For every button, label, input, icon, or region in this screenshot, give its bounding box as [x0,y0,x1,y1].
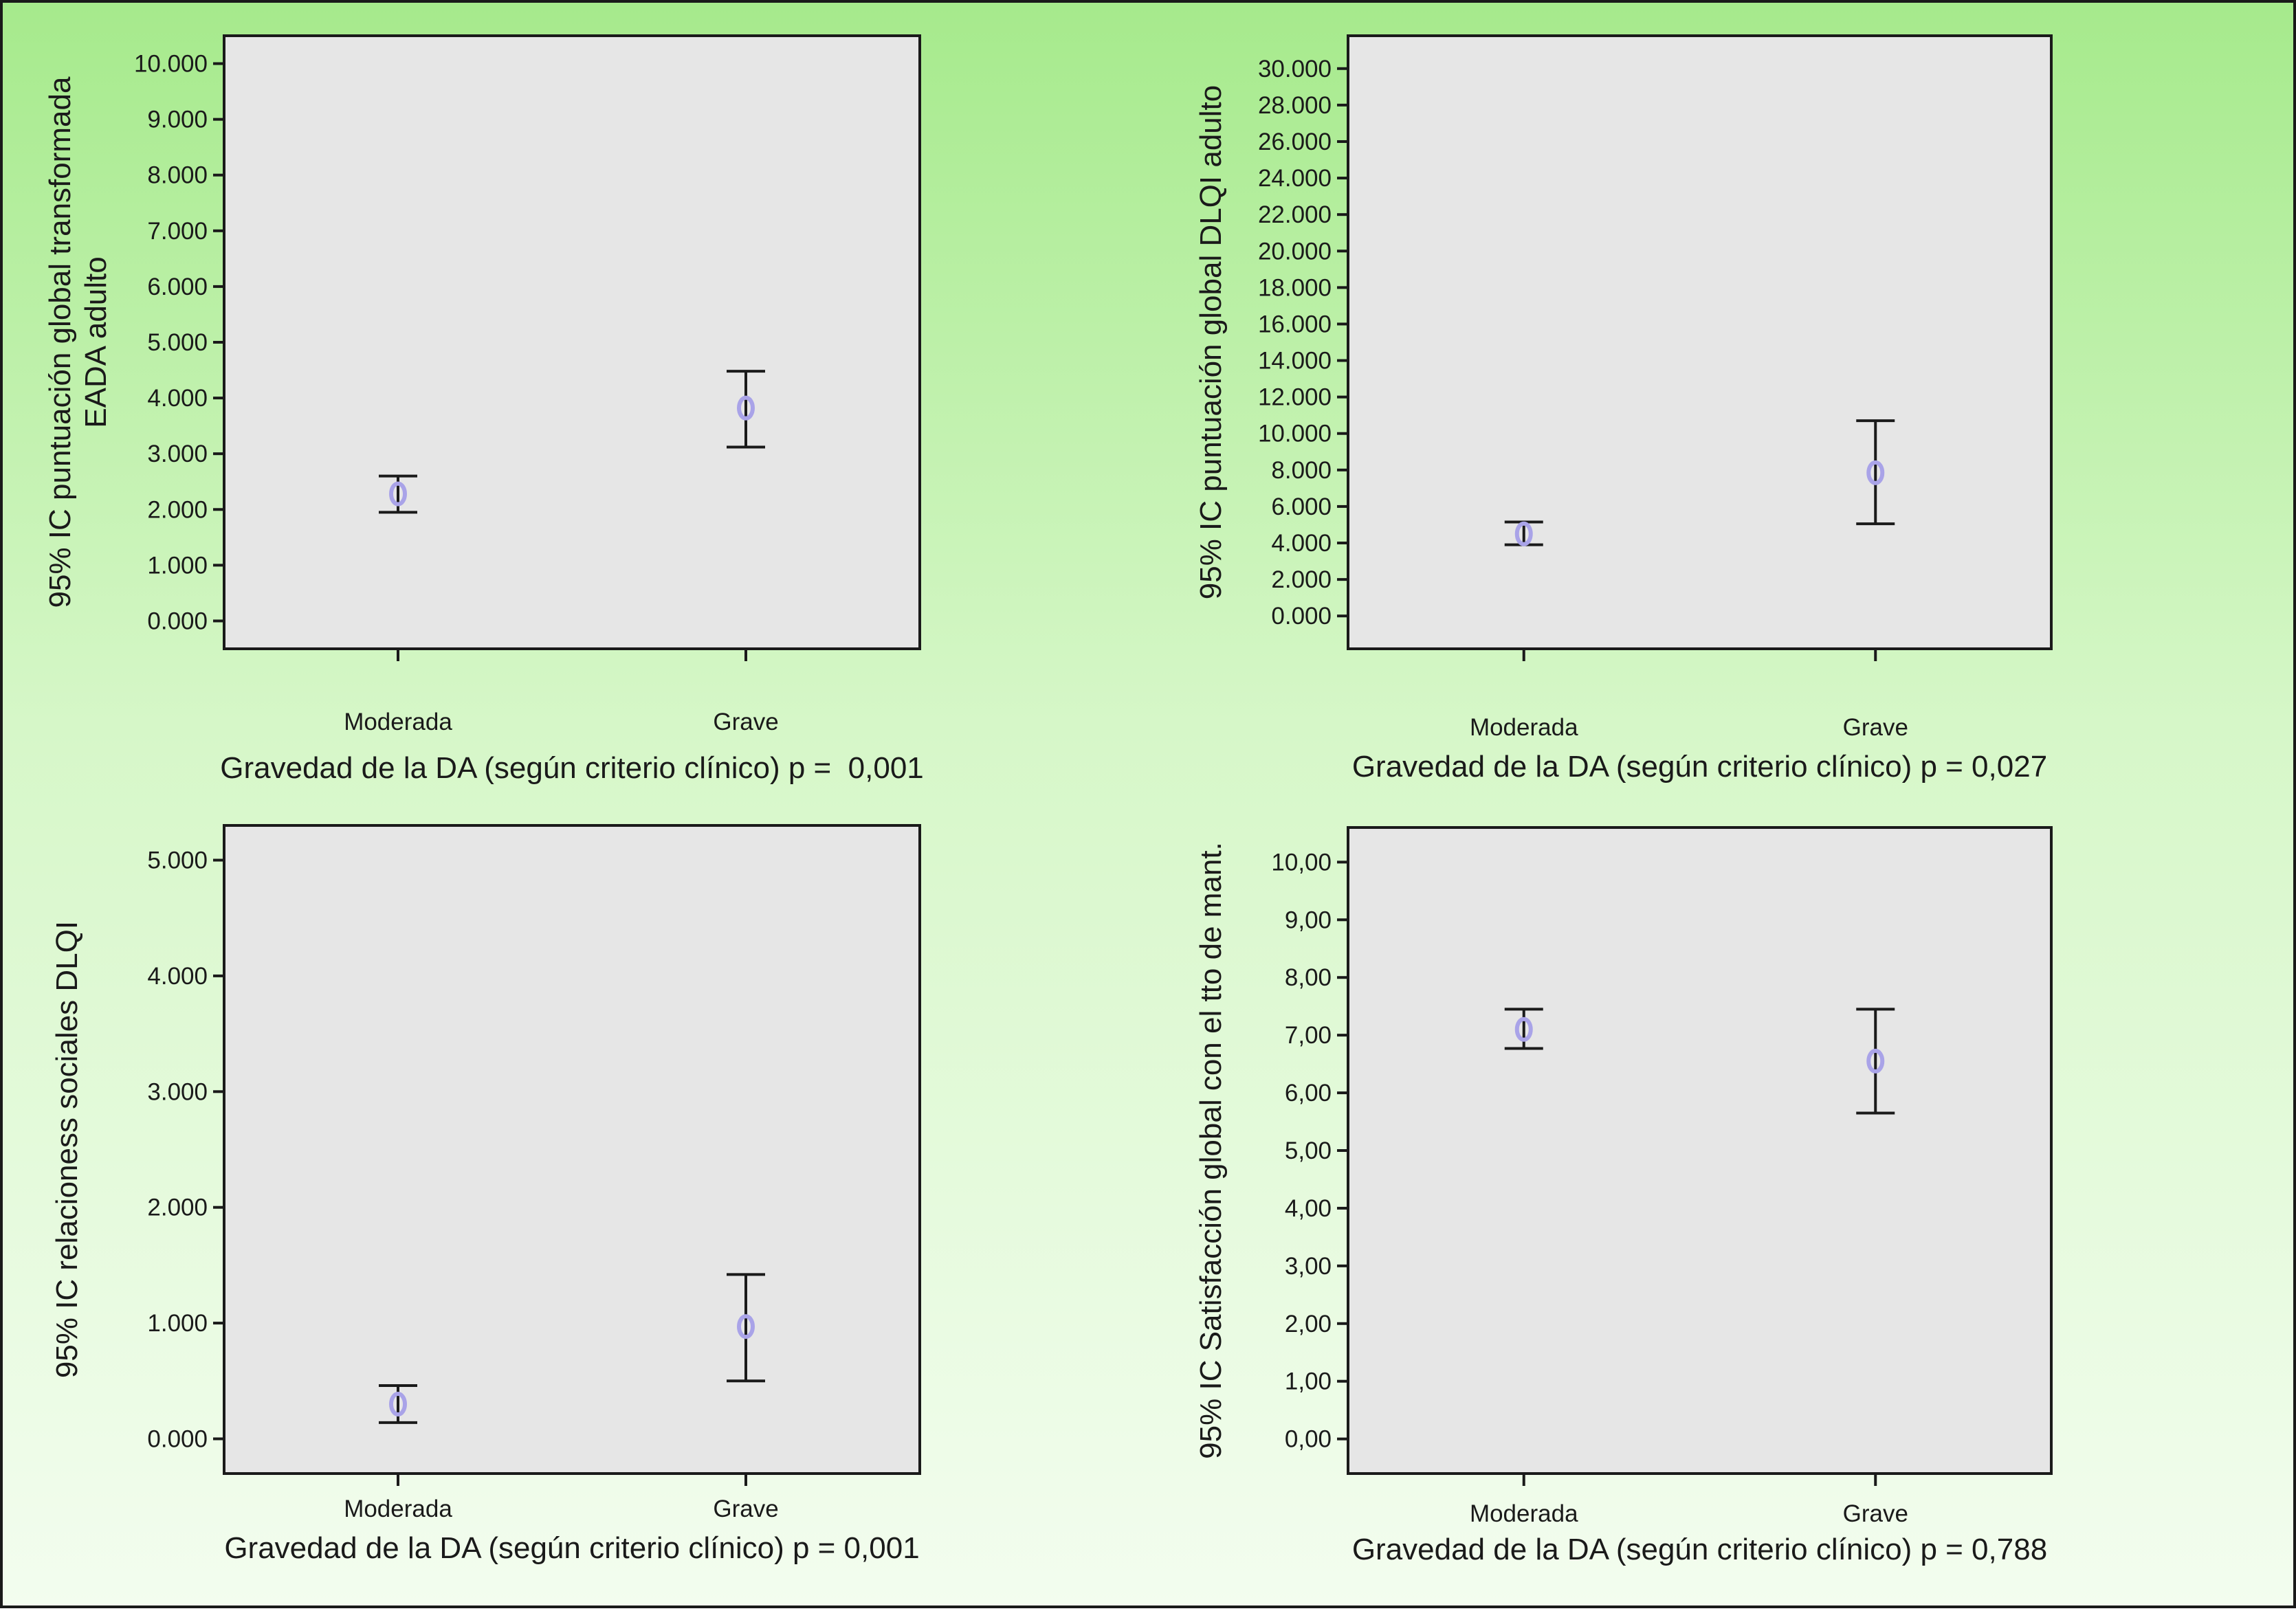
y-tick-label: 12.000 [1258,384,1332,411]
y-tick-label: 6.000 [1271,493,1332,520]
y-tick-label: 18.000 [1258,274,1332,301]
x-axis-title: Gravedad de la DA (según criterio clínic… [1352,750,2047,784]
y-tick-label: 2.000 [1271,566,1332,593]
x-axis-title: Gravedad de la DA (según criterio clínic… [1352,1533,2047,1566]
error-bar [1856,1008,1895,1115]
category-label: Moderada [1470,714,1578,741]
mean-marker [1514,521,1533,546]
y-tick-label: 22.000 [1258,201,1332,228]
y-tick-label: 20.000 [1258,238,1332,265]
error-bar [1504,520,1543,546]
y-axis-title-line: 95% IC relacioness sociales DLQI [50,921,84,1378]
category-label: Grave [1843,1500,1908,1527]
y-tick-label: 2.000 [147,1195,208,1221]
y-tick-label: 3,00 [1285,1253,1332,1280]
plot-area [223,824,921,1475]
mean-marker [389,1391,407,1416]
y-axis-title-line: EADA adulto [79,256,113,428]
y-tick-label: 7,00 [1285,1022,1332,1049]
y-tick-label: 1.000 [147,1310,208,1337]
category-label: Grave [713,1496,778,1522]
y-tick-label: 30.000 [1258,56,1332,82]
error-bar [1504,1008,1543,1050]
plot-area [1347,826,2053,1475]
y-tick-label: 5,00 [1285,1137,1332,1164]
y-tick-label: 3.000 [147,441,208,467]
error-bar [379,474,417,514]
category-label: Grave [1843,714,1908,741]
x-axis-title: Gravedad de la DA (según criterio clínic… [224,1531,919,1565]
y-axis-title-line: 95% IC Satisfacción global con el tto de… [1194,842,1228,1459]
y-tick-label: 1.000 [147,552,208,579]
y-tick-label: 5.000 [147,847,208,874]
y-tick-label: 2,00 [1285,1311,1332,1337]
y-tick-label: 10,00 [1271,849,1332,876]
y-tick-label: 0.000 [1271,603,1332,630]
y-tick-label: 6,00 [1285,1080,1332,1107]
error-bar [1856,419,1895,526]
plot-area [223,34,921,650]
y-tick-label: 8,00 [1285,964,1332,991]
y-tick-label: 10.000 [1258,421,1332,447]
y-tick-label: 16.000 [1258,311,1332,337]
y-tick-label: 4.000 [147,385,208,412]
chart-satisfaccion-global: 0,00 1,00 2,00 3,00 4,00 5,00 6,00 7,00 8,00 9,00… [1194,826,2053,1566]
chart-dlqi-global: 0.000 2.000 4.000 6.000 8.000 10.000 12.000 14.… [1194,34,2053,784]
y-tick-label: 14.000 [1258,348,1332,375]
mean-marker [737,395,755,421]
mean-marker [389,481,407,507]
y-axis-title-line: 95% IC puntuación global transformada [43,76,77,608]
y-axis-title: 95% IC puntuación global transformadaEAD… [43,76,113,608]
y-tick-label: 6.000 [147,274,208,300]
plot-area [1347,34,2053,650]
mean-marker [1866,1048,1885,1074]
y-axis-title: 95% IC puntuación global DLQI adulto [1194,85,1228,600]
y-tick-label: 8.000 [147,162,208,189]
y-axis-title: 95% IC Satisfacción global con el tto de… [1194,842,1228,1459]
y-tick-label: 2.000 [147,496,208,523]
y-tick-label: 4,00 [1285,1195,1332,1222]
y-tick-label: 0.000 [147,1425,208,1452]
category-label: Moderada [344,1496,452,1522]
category-label: Moderada [344,709,452,735]
category-label: Grave [713,709,778,735]
y-axis-title-line: 95% IC puntuación global DLQI adulto [1194,85,1228,600]
y-tick-label: 9.000 [147,107,208,133]
y-tick-label: 9,00 [1285,907,1332,933]
y-tick-label: 28.000 [1258,92,1332,119]
y-tick-label: 5.000 [147,329,208,356]
y-tick-label: 26.000 [1258,129,1332,155]
chart-dlqi-relaciones-sociales: 0.000 1.000 2.000 3.000 4.000 5.000 Moderada Gr… [50,824,921,1565]
y-tick-label: 1,00 [1285,1368,1332,1395]
y-tick-label: 10.000 [134,51,208,78]
error-bar [379,1384,417,1424]
x-axis-title: Gravedad de la DA (según criterio clínic… [220,751,924,785]
y-tick-label: 7.000 [147,218,208,245]
error-bar [727,1273,765,1383]
y-tick-label: 4.000 [1271,530,1332,557]
y-tick-label: 0.000 [147,608,208,634]
y-tick-label: 24.000 [1258,165,1332,192]
y-axis-title: 95% IC relacioness sociales DLQI [50,921,84,1378]
mean-marker [1866,460,1885,485]
chart-eada-global: 0.000 1.000 2.000 3.000 4.000 5.000 6.000 7.000… [43,34,924,785]
y-tick-label: 8.000 [1271,457,1332,484]
mean-marker [737,1314,755,1340]
y-tick-label: 3.000 [147,1078,208,1105]
y-tick-label: 0,00 [1285,1426,1332,1453]
y-tick-label: 4.000 [147,963,208,990]
category-label: Moderada [1470,1500,1578,1527]
mean-marker [1514,1016,1533,1042]
error-bar [727,370,765,449]
